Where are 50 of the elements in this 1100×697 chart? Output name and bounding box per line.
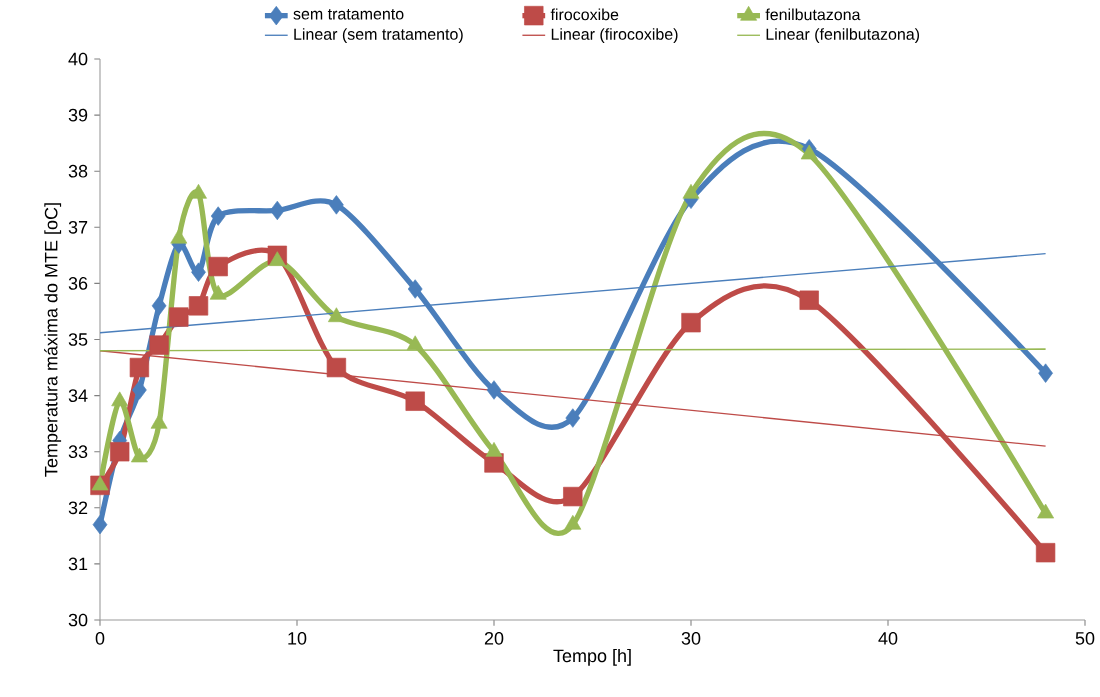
legend-label: fenilbutazona <box>765 8 861 21</box>
x-tick-label: 30 <box>681 631 701 645</box>
point <box>110 442 130 462</box>
point <box>92 514 108 535</box>
point <box>326 357 347 378</box>
y-tick-label: 33 <box>68 445 88 459</box>
point <box>151 296 167 316</box>
y-tick-label: 36 <box>68 277 88 290</box>
x-tick-label: 10 <box>288 631 307 645</box>
y-tick-label: 30 <box>68 613 88 627</box>
point <box>1035 543 1056 563</box>
y-tick-label: 35 <box>68 333 88 346</box>
point <box>149 335 169 355</box>
point <box>129 357 150 378</box>
x-tick-label: 50 <box>1075 631 1095 645</box>
legend-label: sem tratamento <box>293 9 404 20</box>
point <box>329 195 344 215</box>
point <box>1038 363 1053 383</box>
point <box>681 313 701 333</box>
point <box>210 206 226 226</box>
point <box>132 380 147 400</box>
point <box>269 200 285 221</box>
point <box>563 486 583 507</box>
y-tick-label: 34 <box>68 389 88 402</box>
y-axis-title: Temperatura máxima do MTE [oC] <box>44 203 62 477</box>
point <box>208 256 228 277</box>
x-tick-label: 0 <box>95 631 105 645</box>
x-tick-label: 40 <box>878 631 898 645</box>
legend-label: Linear (sem tratamento) <box>294 28 463 44</box>
y-tick-label: 38 <box>68 164 88 178</box>
y-tick-label: 39 <box>68 108 88 122</box>
legend-label: Linear (fenilbutazona) <box>766 28 920 44</box>
point <box>405 391 425 411</box>
point <box>191 262 206 282</box>
point <box>406 335 424 351</box>
point <box>327 307 345 323</box>
point <box>188 296 209 316</box>
point <box>407 279 423 299</box>
point <box>565 408 581 428</box>
point <box>486 380 502 400</box>
y-tick-label: 40 <box>68 52 88 66</box>
x-axis-title: Tempo [h] <box>553 648 631 666</box>
y-tick-label: 37 <box>68 220 88 234</box>
legend-label: firocoxibe <box>550 8 619 21</box>
legend-label: Linear (firocoxibe) <box>551 28 678 44</box>
y-tick-label: 31 <box>68 557 88 571</box>
y-tick-label: 32 <box>68 501 88 515</box>
point <box>799 290 819 310</box>
x-tick-label: 20 <box>484 631 504 645</box>
point <box>169 307 189 327</box>
